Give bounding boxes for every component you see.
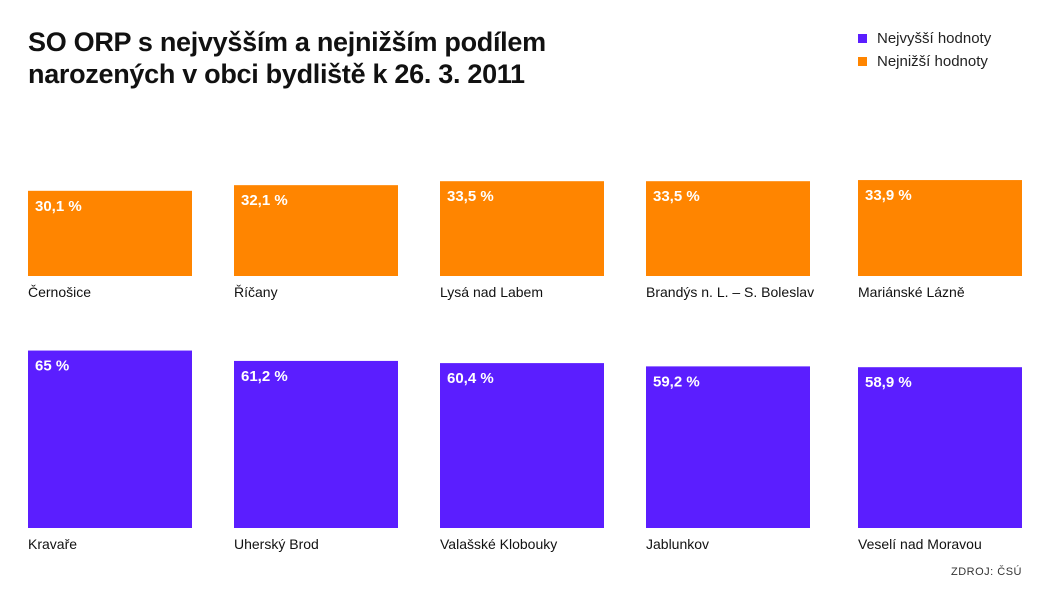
category-label-high-0: Kravaře xyxy=(28,536,77,552)
category-label-high-1: Uherský Brod xyxy=(234,536,319,552)
legend-label-lowest: Nejnižší hodnoty xyxy=(877,53,988,70)
bar-high-2 xyxy=(440,363,604,528)
bar-high-4 xyxy=(858,367,1022,528)
category-label-low-1: Říčany xyxy=(234,284,278,300)
bar-value-label-high-4: 58,9 % xyxy=(865,374,912,391)
category-label-low-3: Brandýs n. L. – S. Boleslav xyxy=(646,284,814,300)
bar-high-0 xyxy=(28,350,192,528)
bar-value-label-low-4: 33,9 % xyxy=(865,187,912,204)
legend-label-highest: Nejvyšší hodnoty xyxy=(877,30,992,47)
bar-value-label-low-3: 33,5 % xyxy=(653,188,700,205)
bar-low-1 xyxy=(234,185,398,276)
bar-value-label-low-2: 33,5 % xyxy=(447,188,494,205)
bar-value-label-low-0: 30,1 % xyxy=(35,198,82,215)
bar-low-0 xyxy=(28,190,192,276)
legend-swatch-highest xyxy=(858,34,867,43)
category-label-low-0: Černošice xyxy=(28,284,91,300)
source-note: ZDROJ: ČSÚ xyxy=(951,566,1022,578)
chart-title: SO ORP s nejvyšším a nejnižším podílem n… xyxy=(28,27,546,89)
bar-value-label-low-1: 32,1 % xyxy=(241,192,288,209)
bar-value-label-high-1: 61,2 % xyxy=(241,368,288,385)
legend-item-lowest: Nejnižší hodnoty xyxy=(858,50,991,73)
bar-low-4 xyxy=(858,180,1022,276)
category-label-high-4: Veselí nad Moravou xyxy=(858,536,982,552)
bar-high-1 xyxy=(234,360,398,528)
bar-value-label-high-2: 60,4 % xyxy=(447,370,494,387)
legend-item-highest: Nejvyšší hodnoty xyxy=(858,27,991,50)
legend-swatch-lowest xyxy=(858,57,867,66)
category-label-low-4: Mariánské Lázně xyxy=(858,284,965,300)
legend: Nejvyšší hodnoty Nejnižší hodnoty xyxy=(858,27,991,73)
category-label-high-3: Jablunkov xyxy=(646,536,709,552)
bar-low-2 xyxy=(440,181,604,276)
bar-value-label-high-3: 59,2 % xyxy=(653,373,700,390)
bar-low-3 xyxy=(646,181,810,276)
bar-value-label-high-0: 65 % xyxy=(35,358,69,375)
category-label-high-2: Valašské Klobouky xyxy=(440,536,557,552)
category-label-low-2: Lysá nad Labem xyxy=(440,284,543,300)
bar-high-3 xyxy=(646,366,810,528)
